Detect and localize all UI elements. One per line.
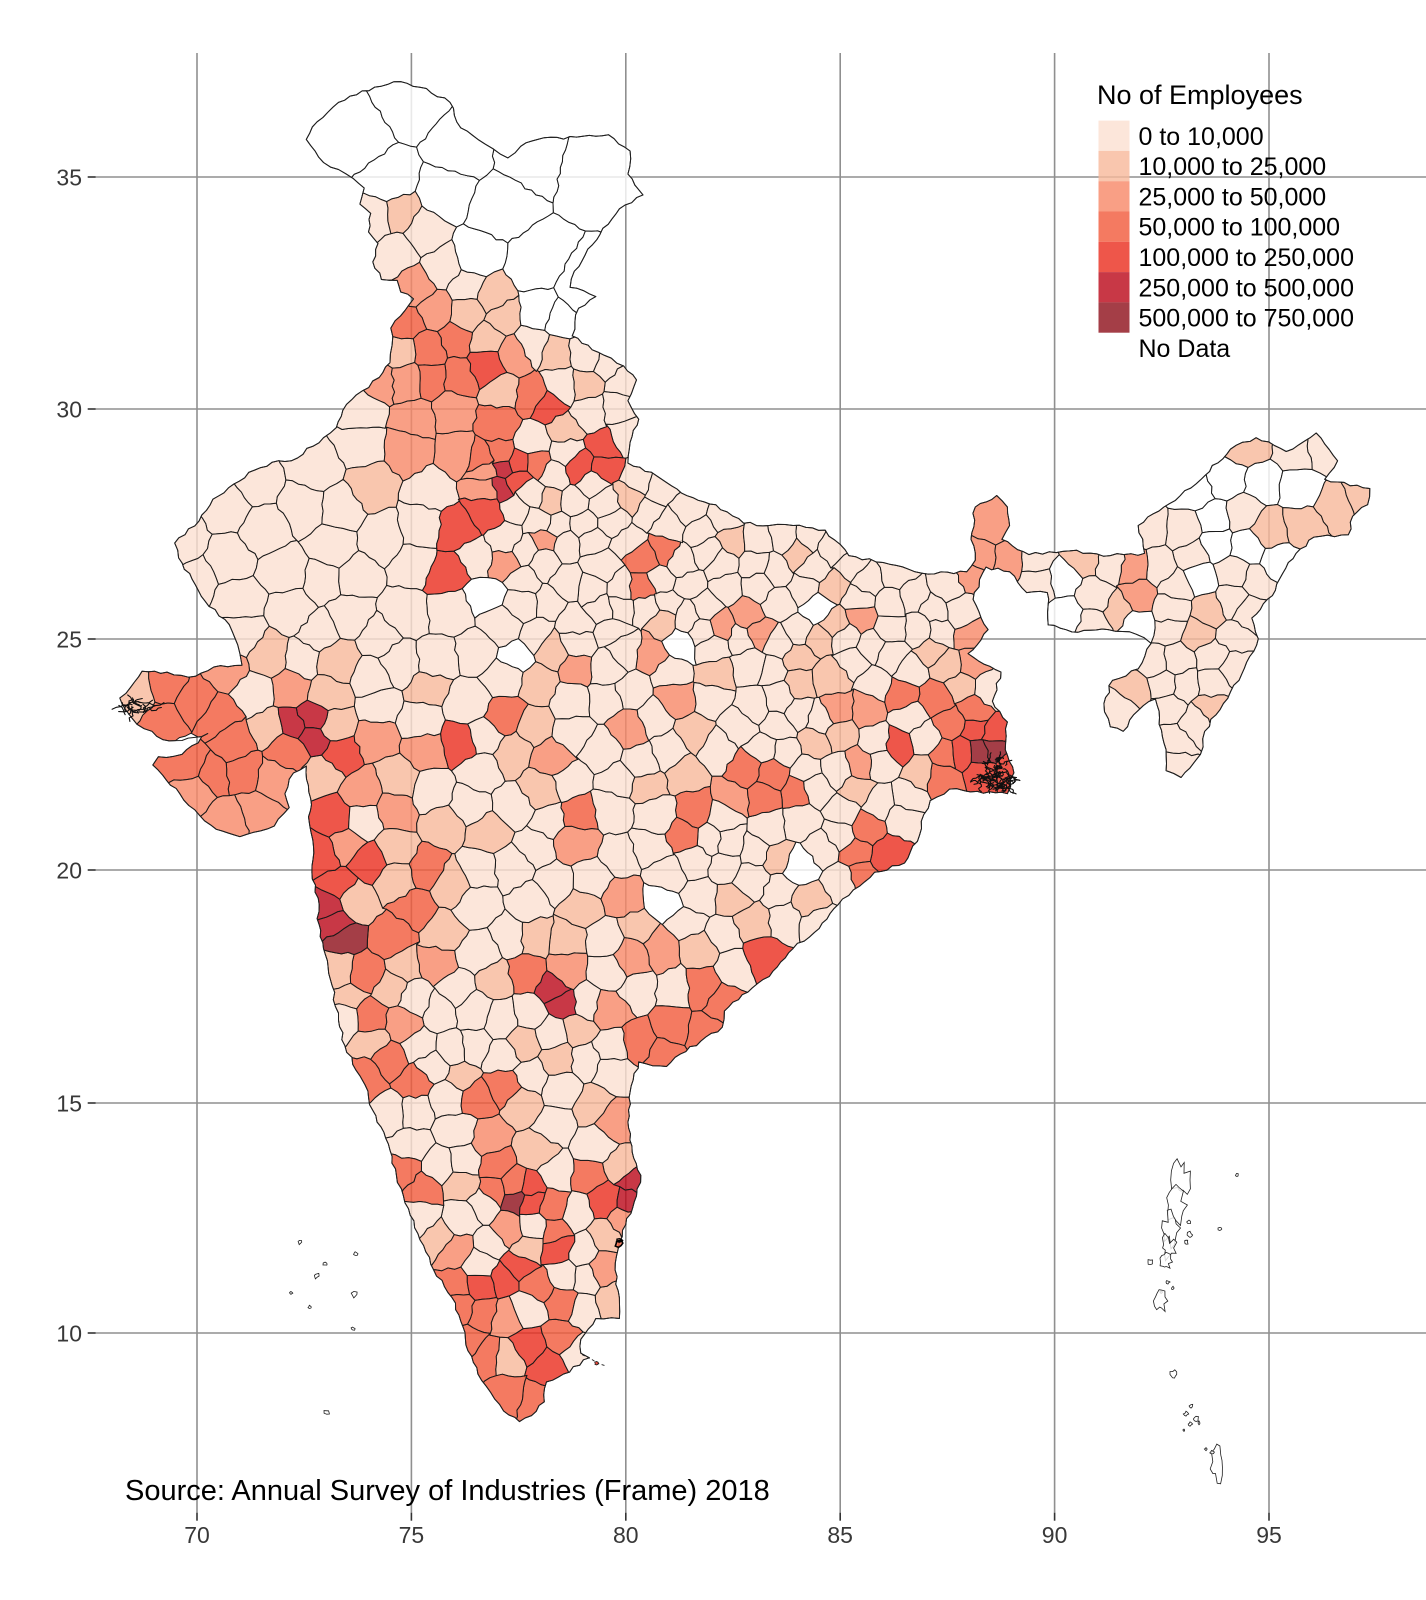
svg-text:15: 15 [56,1090,82,1116]
svg-text:70: 70 [184,1522,210,1548]
svg-text:25: 25 [56,626,82,652]
svg-text:50,000 to 100,000: 50,000 to 100,000 [1139,214,1341,242]
svg-text:Source: Annual Survey of Indus: Source: Annual Survey of Industries (Fra… [125,1475,770,1507]
svg-text:No Data: No Data [1139,335,1231,363]
svg-text:500,000 to 750,000: 500,000 to 750,000 [1139,305,1354,333]
svg-text:10,000 to 25,000: 10,000 to 25,000 [1139,153,1327,181]
svg-text:30: 30 [56,396,82,422]
svg-text:80: 80 [613,1522,639,1548]
svg-text:35: 35 [56,164,82,190]
svg-text:100,000 to 250,000: 100,000 to 250,000 [1139,244,1354,272]
svg-text:85: 85 [827,1522,853,1548]
svg-text:0 to 10,000: 0 to 10,000 [1139,123,1264,151]
svg-text:90: 90 [1042,1522,1068,1548]
svg-text:20: 20 [56,857,82,883]
svg-text:250,000 to 500,000: 250,000 to 500,000 [1139,274,1354,302]
svg-text:25,000 to 50,000: 25,000 to 50,000 [1139,183,1327,211]
svg-text:75: 75 [399,1522,425,1548]
svg-text:No of Employees: No of Employees [1097,80,1303,110]
svg-text:10: 10 [56,1320,82,1346]
svg-text:95: 95 [1256,1522,1282,1548]
